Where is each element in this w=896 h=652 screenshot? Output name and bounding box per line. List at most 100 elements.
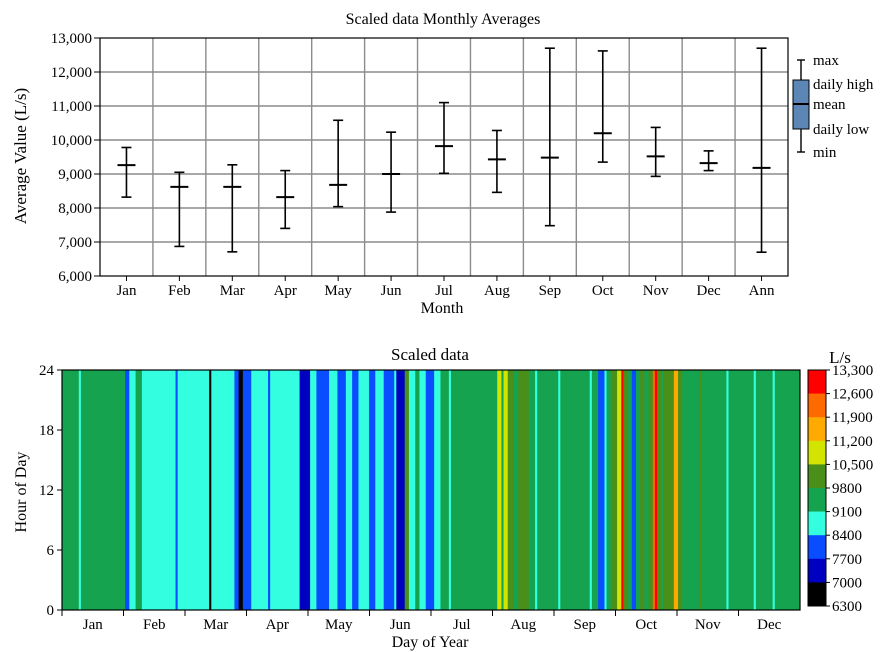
heatmap-x-tick-label: Feb xyxy=(143,617,166,633)
heatmap-day-band xyxy=(345,370,353,610)
heatmap-title: Scaled data xyxy=(391,345,469,364)
colorbar-swatch xyxy=(808,582,826,607)
colorbar-label: 8400 xyxy=(832,528,862,544)
heatmap-day-band xyxy=(434,370,441,610)
heatmap-day-band xyxy=(329,370,338,610)
heatmap-day-band xyxy=(440,370,450,610)
legend-label: max xyxy=(813,53,839,69)
colorbar-label: 10,500 xyxy=(832,457,873,473)
heatmap-day-band xyxy=(678,370,683,610)
colorbar-label: 13,300 xyxy=(832,363,873,379)
heatmap-day-band xyxy=(316,370,330,610)
colorbar: 13,300 12,600 11,900 11,200 10,500 9800 9100 84… xyxy=(807,363,873,615)
heatmap-day-band xyxy=(682,370,700,610)
box-x-tick-label: Mar xyxy=(220,283,245,299)
heatmap-day-band xyxy=(310,370,317,610)
heatmap-x-tick-label: May xyxy=(325,617,353,633)
heatmap-x-tick-label: Oct xyxy=(635,617,657,633)
heatmap-day-band xyxy=(299,370,311,610)
heatmap-day-band xyxy=(661,370,664,610)
heatmap-day-band xyxy=(774,370,801,610)
heatmap-day-band xyxy=(501,370,504,610)
heatmap-day-band xyxy=(514,370,519,610)
box-mark-mar xyxy=(223,164,242,253)
heatmap-day-band xyxy=(358,370,370,610)
heatmap-day-band xyxy=(663,370,675,610)
box-x-tick-label: Jun xyxy=(381,283,402,299)
heatmap-day-band xyxy=(141,370,176,610)
box-mark-feb xyxy=(170,171,189,248)
heatmap-x-tick-label: Jan xyxy=(83,617,103,633)
box-mark-aug xyxy=(487,129,506,194)
heatmap-day-band xyxy=(135,370,143,610)
heatmap-day-band xyxy=(242,370,252,610)
heatmap-day-band xyxy=(606,370,612,610)
heatmap-day-band xyxy=(404,370,410,610)
heatmap-day-band xyxy=(623,370,628,610)
heatmap-day-band xyxy=(507,370,515,610)
colorbar-label: 9800 xyxy=(832,481,862,497)
box-x-tick-label: Aug xyxy=(484,283,510,299)
box-y-tick-label: 11,000 xyxy=(51,99,92,115)
heatmap-day-band xyxy=(640,370,645,610)
legend-label: mean xyxy=(813,97,846,113)
box-x-tick-label: May xyxy=(324,283,352,299)
colorbar-label: 6300 xyxy=(832,599,862,615)
heatmap-day-band xyxy=(604,370,607,610)
box-mark-oct xyxy=(593,50,612,163)
heatmap-day-band xyxy=(497,370,502,610)
colorbar-label: 12,600 xyxy=(832,387,873,403)
box-chart-title: Scaled data Monthly Averages xyxy=(346,11,541,28)
box-mark-dec xyxy=(699,150,718,172)
colorbar-swatch xyxy=(808,370,826,394)
heatmap-day-band xyxy=(657,370,662,610)
heatmap-day-band xyxy=(631,370,637,610)
box-x-tick-label: Jul xyxy=(435,283,453,299)
box-x-tick-label: Dec xyxy=(697,283,721,299)
heatmap-day-band xyxy=(396,370,406,610)
box-x-tick-label: Ann xyxy=(749,283,775,299)
heatmap-day-band xyxy=(383,370,395,610)
colorbar-swatch xyxy=(808,535,826,560)
legend-label: daily high xyxy=(813,77,874,93)
heatmap-day-band xyxy=(726,370,729,610)
box-mark-sep xyxy=(540,47,559,227)
box-x-tick-label: Oct xyxy=(592,283,614,299)
heatmap-day-band xyxy=(728,370,755,610)
heatmap-day-band xyxy=(591,370,599,610)
heatmap-day-band xyxy=(654,370,658,610)
heatmap-day-band xyxy=(268,370,271,610)
heatmap-day-band xyxy=(238,370,244,610)
box-chart-legend: max daily high mean daily low min xyxy=(792,53,874,161)
heatmap-day-band xyxy=(211,370,235,610)
box-y-tick-label: 8,000 xyxy=(58,201,92,217)
heatmap-day-band xyxy=(621,370,624,610)
box-mark-jan xyxy=(117,146,136,198)
heatmap-x-tick-label: Jun xyxy=(390,617,411,633)
heatmap-y-tick-label: 0 xyxy=(47,603,55,619)
box-y-tick-label: 7,000 xyxy=(58,235,92,251)
heatmap-day-band xyxy=(652,370,656,610)
heatmap-x-tick-label: Sep xyxy=(574,617,597,633)
legend-label: min xyxy=(813,145,837,161)
heatmap-day-band xyxy=(375,370,385,610)
heatmap-day-band xyxy=(352,370,359,610)
box-y-tick-label: 12,000 xyxy=(51,65,92,81)
heatmap-day-band xyxy=(537,370,559,610)
heatmap-y-tick-label: 12 xyxy=(39,483,54,499)
heatmap-x-tick-label: Mar xyxy=(203,617,228,633)
colorbar-swatch xyxy=(808,393,826,418)
heatmap-day-band xyxy=(78,370,82,610)
heatmap-day-band xyxy=(528,370,536,610)
box-y-tick-label: 6,000 xyxy=(58,269,92,285)
heatmap-day-band xyxy=(648,370,654,610)
heatmap-day-band xyxy=(368,370,376,610)
box-x-tick-label: Jan xyxy=(116,283,136,299)
heatmap-xlabel: Day of Year xyxy=(392,634,470,651)
colorbar-label: 7700 xyxy=(832,552,862,568)
heatmap-ylabel: Hour of Day xyxy=(13,452,30,533)
box-mark-nov xyxy=(646,126,665,178)
heatmap-day-band xyxy=(627,370,633,610)
heatmap-x-tick-label: Nov xyxy=(695,617,721,633)
